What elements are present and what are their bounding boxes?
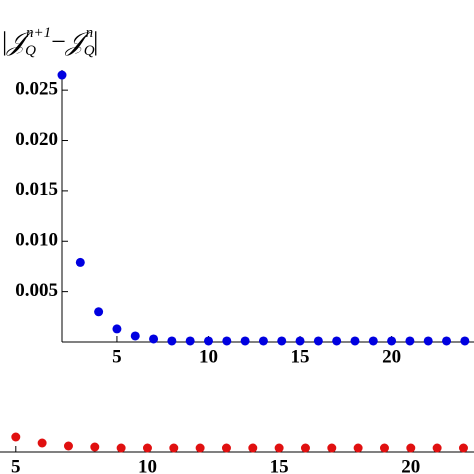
data-point (149, 334, 159, 344)
data-point (313, 336, 323, 346)
data-point (258, 336, 268, 346)
data-point (274, 443, 284, 453)
y-tick-label: 0.015 (15, 179, 58, 200)
y-tick-label: 0.020 (15, 129, 58, 150)
data-point (63, 441, 73, 451)
data-point (353, 443, 363, 453)
y-tick-label: 0.010 (15, 230, 58, 251)
x-tick-label: 5 (11, 456, 21, 474)
data-point (130, 331, 140, 341)
data-point (112, 324, 122, 334)
data-point (442, 336, 452, 346)
data-point (75, 257, 85, 267)
data-point (460, 336, 470, 346)
data-point (116, 443, 126, 453)
y-tick-label: 0.025 (15, 79, 58, 100)
x-tick-label: 15 (291, 346, 310, 367)
data-point (221, 443, 231, 453)
data-point (332, 336, 342, 346)
data-point (406, 443, 416, 453)
x-tick-label: 10 (138, 456, 157, 474)
data-point (11, 432, 21, 442)
y-tick-label: 0.005 (15, 280, 58, 301)
data-point (169, 443, 179, 453)
data-point (387, 336, 397, 346)
data-point (277, 336, 287, 346)
data-point (458, 443, 468, 453)
x-tick-label: 20 (382, 346, 401, 367)
data-point (94, 307, 104, 317)
data-point (248, 443, 258, 453)
data-point (327, 443, 337, 453)
data-point (195, 443, 205, 453)
data-point (300, 443, 310, 453)
data-point (405, 336, 415, 346)
data-point (240, 336, 250, 346)
data-point (432, 443, 442, 453)
data-point (185, 336, 195, 346)
data-point (203, 336, 213, 346)
x-tick-label: 15 (270, 456, 289, 474)
data-point (167, 336, 177, 346)
data-point (423, 336, 433, 346)
data-point (90, 442, 100, 452)
y-axis-label: |𝒥Qn+1−𝒥Qn| (2, 25, 98, 59)
data-point (379, 443, 389, 453)
x-tick-label: 10 (199, 346, 218, 367)
data-point (222, 336, 232, 346)
data-point (350, 336, 360, 346)
data-point (57, 70, 67, 80)
data-point (295, 336, 305, 346)
data-point (142, 443, 152, 453)
x-tick-label: 20 (401, 456, 420, 474)
data-point (368, 336, 378, 346)
data-point (37, 438, 47, 448)
x-tick-label: 5 (112, 346, 122, 367)
